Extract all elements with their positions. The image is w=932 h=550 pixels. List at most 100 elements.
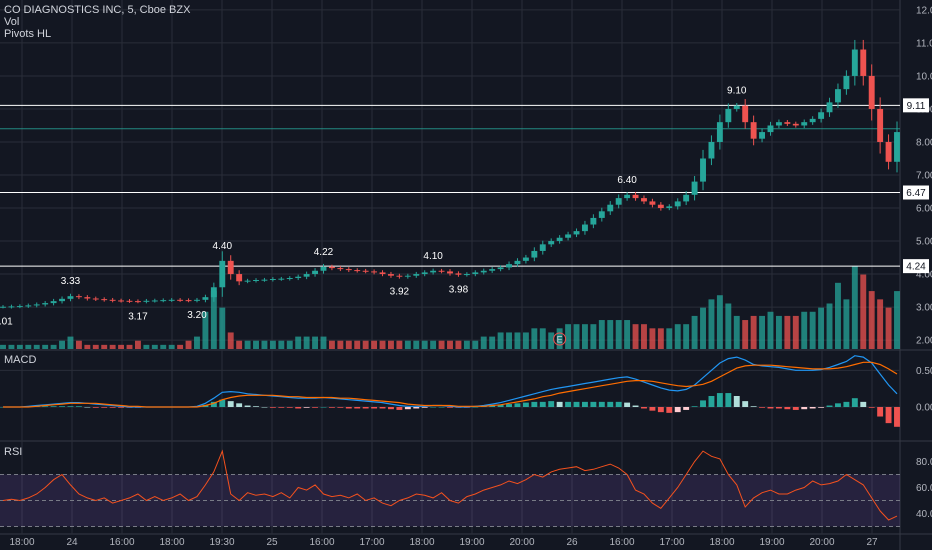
macd-histogram-bar — [50, 406, 57, 407]
candle-body — [556, 237, 563, 242]
x-tick-label: 19:00 — [459, 537, 484, 548]
volume-bar — [759, 315, 766, 349]
volume-bar — [404, 340, 411, 349]
macd-histogram-bar — [0, 407, 6, 408]
macd-pane-label[interactable]: MACD — [4, 354, 36, 366]
volume-bar — [295, 336, 302, 349]
event-marker-label: E — [557, 335, 563, 345]
level-badge-label: 6.47 — [906, 188, 926, 199]
chart-title: CO DIAGNOSTICS INC, 5, Cboe BZX — [4, 4, 191, 16]
volume-bar — [514, 332, 521, 349]
volume-bar — [784, 315, 791, 349]
rsi-pane-label[interactable]: RSI — [4, 446, 22, 458]
candle-body — [716, 122, 723, 142]
macd-histogram-bar — [624, 402, 631, 407]
macd-histogram-bar — [354, 407, 361, 409]
macd-histogram-bar — [581, 401, 588, 407]
candle-body — [775, 122, 782, 126]
macd-histogram-bar — [708, 396, 715, 407]
volume-bar — [463, 340, 470, 349]
candle-body — [75, 296, 82, 298]
volume-bar — [826, 303, 833, 349]
candle-body — [362, 270, 369, 272]
indicator-pivots-label[interactable]: Pivots HL — [4, 28, 51, 40]
candle-body — [455, 273, 462, 275]
volume-bar — [337, 340, 344, 349]
x-tick-label: 26 — [566, 537, 578, 548]
candle-body — [598, 211, 605, 218]
candle-body — [759, 132, 766, 139]
x-tick-label: 17:00 — [659, 537, 684, 548]
candle-body — [328, 266, 335, 269]
macd-histogram-bar — [396, 407, 403, 410]
macd-histogram-bar — [767, 407, 774, 409]
macd-histogram-bar — [286, 407, 293, 408]
macd-histogram-bar — [219, 399, 226, 407]
volume-bar — [666, 328, 673, 349]
candle-body — [134, 301, 141, 303]
macd-histogram-bar — [430, 407, 437, 408]
y-tick-label: 2.00 — [916, 336, 932, 347]
candle-body — [691, 181, 698, 195]
macd-histogram-bar — [109, 407, 116, 408]
x-tick-label: 19:00 — [759, 537, 784, 548]
macd-histogram-bar — [674, 407, 681, 413]
candle-body — [860, 49, 867, 76]
candle-body — [16, 306, 23, 308]
y-tick-label: 3.00 — [916, 303, 932, 314]
candle-body — [548, 241, 555, 245]
candle-body — [708, 141, 715, 159]
candle-body — [624, 194, 631, 199]
volume-bar — [447, 340, 453, 349]
candle-body — [236, 274, 243, 282]
candle-body — [522, 257, 529, 261]
candle-body — [286, 278, 293, 280]
volume-bar — [775, 315, 782, 349]
volume-bar — [877, 299, 884, 349]
indicator-vol-label[interactable]: Vol — [4, 16, 19, 28]
candle-body — [767, 125, 774, 133]
macd-histogram-bar — [101, 407, 108, 408]
volume-bar — [388, 340, 394, 349]
candle-body — [25, 305, 32, 307]
volume-bar — [438, 340, 445, 349]
macd-histogram-bar — [615, 401, 622, 407]
volume-bar — [59, 340, 65, 349]
candle-body — [210, 287, 217, 298]
pivot-label: 3.33 — [61, 276, 81, 287]
candle-body — [531, 250, 538, 258]
macd-histogram-bar — [472, 407, 479, 408]
volume-bar — [126, 344, 133, 349]
macd-histogram-bar — [337, 407, 344, 408]
macd-histogram-bar — [236, 403, 243, 407]
candle-body — [641, 198, 647, 202]
candle-body — [278, 278, 285, 280]
volume-bar — [396, 340, 403, 349]
macd-histogram-bar — [447, 407, 453, 408]
candle-body — [430, 270, 437, 273]
macd-histogram-bar — [388, 407, 394, 410]
macd-histogram-bar — [733, 396, 740, 407]
volume-bar — [573, 324, 580, 349]
candle-body — [109, 299, 116, 301]
macd-histogram-bar — [641, 407, 647, 409]
volume-bar — [42, 344, 49, 349]
candle-body — [269, 279, 276, 281]
level-badge — [903, 98, 929, 113]
macd-histogram-bar — [92, 407, 99, 408]
candle-body — [59, 298, 65, 302]
macd-histogram-bar — [539, 401, 546, 407]
macd-y-tick-label: 0.00 — [916, 403, 932, 414]
volume-bar — [835, 282, 841, 349]
macd-histogram-bar — [84, 407, 91, 408]
macd-histogram-bar — [59, 406, 65, 407]
candle-body — [742, 105, 749, 123]
volume-bar — [312, 336, 319, 349]
macd-histogram-bar — [371, 407, 378, 409]
volume-bar — [227, 332, 234, 349]
candle-body — [194, 299, 200, 301]
candle-body — [168, 299, 175, 301]
volume-bar — [194, 336, 200, 349]
x-tick-label: 25 — [266, 537, 278, 548]
